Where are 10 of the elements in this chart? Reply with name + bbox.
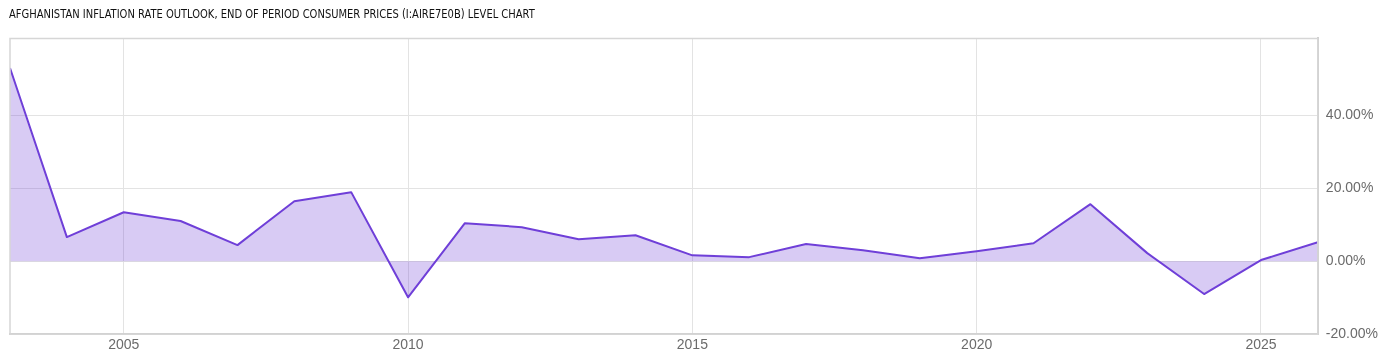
x-tick-label: 2005 (108, 336, 140, 353)
y-tick-label: -20.00% (1325, 325, 1379, 342)
y-tick-label: 40.00% (1325, 105, 1374, 122)
chart-title: AFGHANISTAN INFLATION RATE OUTLOOK, END OF PERIOD CONSUMER PRICES (I:AIRE7E0B) LEVEL CHART (9, 6, 535, 21)
x-tick-label: 2010 (392, 336, 424, 353)
y-tick-label: 0.00% (1325, 252, 1366, 269)
x-tick-label: 2015 (676, 336, 709, 353)
x-tick-label: 2025 (1245, 336, 1277, 353)
y-tick-label: 20.00% (1325, 178, 1374, 195)
x-tick-label: 2020 (961, 336, 993, 353)
